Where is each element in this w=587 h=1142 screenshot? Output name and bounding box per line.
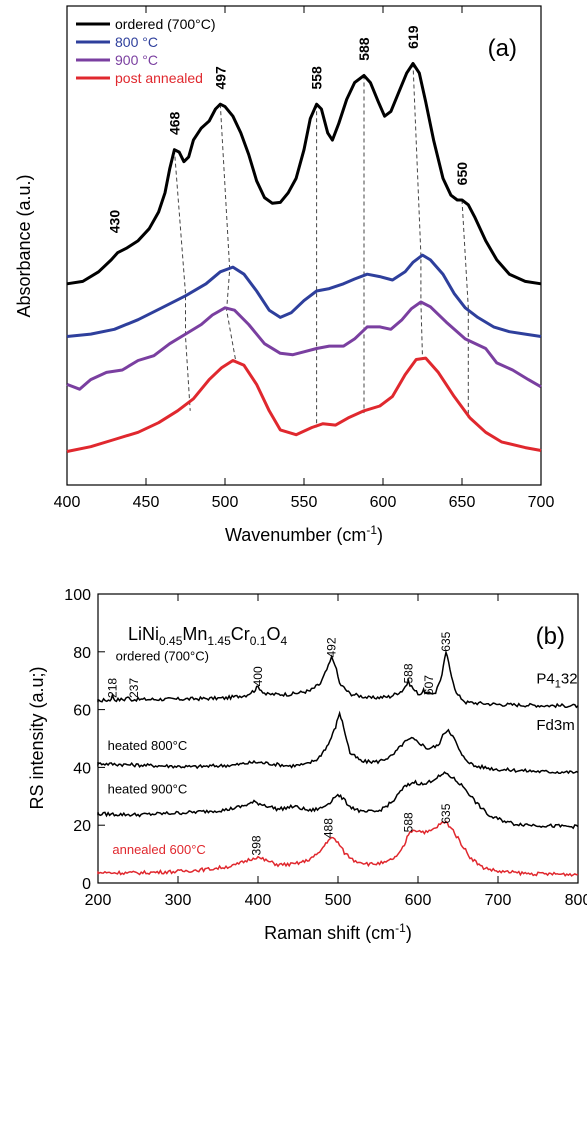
x-tick-label: 500 xyxy=(325,892,352,909)
x-axis-label-sup: -1 xyxy=(366,523,377,537)
series-label-2: heated 900°C xyxy=(108,781,188,796)
x-tick-label: 700 xyxy=(485,892,512,909)
compound-formula: LiNi0.45Mn1.45Cr0.1O4 xyxy=(128,624,287,648)
x-tick-label: 550 xyxy=(291,494,318,511)
compound-s4: 4 xyxy=(280,634,287,648)
series-label-3: annealed 600°C xyxy=(112,842,205,857)
space-group-label: P4132 xyxy=(536,671,577,691)
space-group-main: Fd3m xyxy=(536,717,574,734)
x-tick-label: 800 xyxy=(565,892,587,909)
series-line-0 xyxy=(66,62,542,286)
peak-label: 650 xyxy=(454,162,470,186)
x-axis-label-end: ) xyxy=(377,525,383,545)
x-tick-label: 650 xyxy=(449,494,476,511)
y-tick-label: 60 xyxy=(73,703,91,720)
series-line-2 xyxy=(66,300,542,391)
y-tick-label: 40 xyxy=(73,760,91,777)
peak-label: 488 xyxy=(321,818,335,838)
x-tick-label: 600 xyxy=(405,892,432,909)
space-group-label: Fd3m xyxy=(536,717,574,734)
space-group-tail: 32 xyxy=(561,671,578,688)
space-group-sub: 1 xyxy=(555,679,561,691)
peak-label: 635 xyxy=(439,631,453,651)
compound-base: LiNi xyxy=(128,624,159,644)
compound-s3: 0.1 xyxy=(250,634,267,648)
series-line-3 xyxy=(66,356,542,453)
x-tick-label: 450 xyxy=(133,494,160,511)
compound-m3: O xyxy=(266,624,280,644)
space-group-main: P4 xyxy=(536,671,554,688)
raman-series-1 xyxy=(97,710,579,775)
x-axis-label-text: Wavenumber (cm xyxy=(225,525,366,545)
panel-label: (b) xyxy=(536,623,565,650)
peak-label: 558 xyxy=(309,66,325,90)
x-axis-label: Raman shift (cm-1) xyxy=(264,921,412,943)
raman-series-2 xyxy=(97,771,579,830)
x-tick-label: 700 xyxy=(528,494,555,511)
series-label-1: heated 800°C xyxy=(108,738,188,753)
peak-guide-line xyxy=(412,63,423,359)
y-tick-label: 80 xyxy=(73,645,91,662)
series-label-0: ordered (700°C) xyxy=(116,648,209,663)
peak-label: 619 xyxy=(405,25,421,49)
peak-label: 430 xyxy=(106,210,122,234)
peak-label: 492 xyxy=(325,637,339,657)
x-axis-label: Wavenumber (cm-1) xyxy=(225,523,383,545)
raman-series-0 xyxy=(97,649,579,709)
compound-s1: 0.45 xyxy=(159,634,183,648)
peak-guide-line xyxy=(219,104,237,363)
y-tick-label: 100 xyxy=(64,587,91,604)
y-tick-label: 20 xyxy=(73,818,91,835)
legend-label-1: 800 °C xyxy=(115,34,158,50)
peak-label: 468 xyxy=(166,111,182,135)
peak-label: 218 xyxy=(105,678,119,698)
x-axis-label-text: Raman shift (cm xyxy=(264,923,395,943)
series-line-1 xyxy=(66,253,542,338)
x-axis-label-end: ) xyxy=(406,923,412,943)
compound-m2: Cr xyxy=(231,624,250,644)
x-tick-label: 500 xyxy=(212,494,239,511)
peak-label: 607 xyxy=(422,675,436,695)
x-tick-label: 400 xyxy=(54,494,81,511)
peak-guide-line xyxy=(461,199,469,418)
y-axis-label: RS intensity (a.u;) xyxy=(27,666,47,809)
y-tick-label: 0 xyxy=(82,876,91,893)
peak-label: 497 xyxy=(212,66,228,90)
panel-a-chart: 400 450 500 550 600 650 700 Wavenumber (cm-1) Ab… xyxy=(14,5,555,545)
panel-label: (a) xyxy=(488,35,517,62)
compound-s2: 1.45 xyxy=(207,634,231,648)
peak-label: 237 xyxy=(127,678,141,698)
peak-guide-line xyxy=(173,149,191,411)
peak-label: 635 xyxy=(439,803,453,823)
y-axis-label: Absorbance (a.u.) xyxy=(14,174,34,317)
panel-b-chart: 200 300 400 500 600 700 800 0 20 40 60 80 100 Raman s… xyxy=(27,587,587,943)
legend-label-0: ordered (700°C) xyxy=(115,16,216,32)
x-tick-label: 400 xyxy=(245,892,272,909)
peak-label: 588 xyxy=(401,663,415,683)
peak-label: 588 xyxy=(401,812,415,832)
x-tick-label: 200 xyxy=(85,892,112,909)
x-axis-label-sup: -1 xyxy=(395,921,406,935)
peak-label: 398 xyxy=(249,835,263,855)
compound-m1: Mn xyxy=(182,624,207,644)
peak-label: 400 xyxy=(251,666,265,686)
legend-label-2: 900 °C xyxy=(115,52,158,68)
x-tick-label: 600 xyxy=(370,494,397,511)
peak-label: 588 xyxy=(356,37,372,61)
raman-series-3 xyxy=(97,820,579,877)
x-tick-label: 300 xyxy=(165,892,192,909)
legend-label-3: post annealed xyxy=(115,70,203,86)
